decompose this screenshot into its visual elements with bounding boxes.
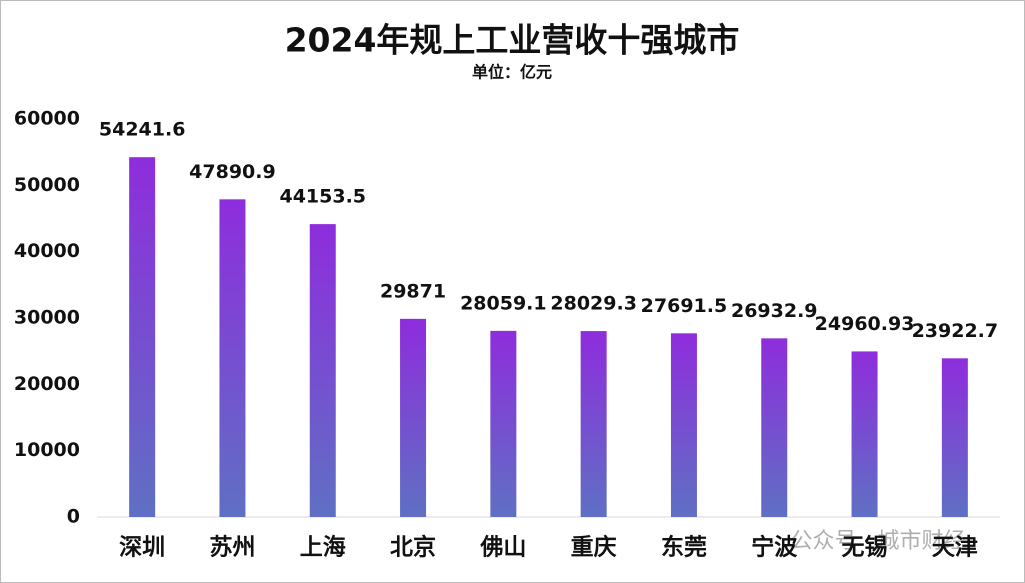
data-label: 28029.3 <box>550 293 637 315</box>
bar <box>851 351 878 517</box>
data-label: 47890.9 <box>189 161 276 183</box>
x-tick-label: 宁波 <box>751 534 798 561</box>
y-tick-label: 40000 <box>14 240 80 262</box>
x-tick-label: 上海 <box>300 534 346 561</box>
y-tick-label: 50000 <box>14 174 80 196</box>
bar <box>761 338 788 517</box>
bar <box>219 199 246 517</box>
data-label: 29871 <box>380 280 446 302</box>
data-label: 27691.5 <box>641 295 728 317</box>
x-tick-label: 重庆 <box>571 534 617 561</box>
y-tick-label: 30000 <box>14 307 80 329</box>
bar <box>129 157 156 517</box>
x-tick-label: 天津 <box>932 534 978 561</box>
x-tick-label: 北京 <box>390 534 436 561</box>
bar <box>490 330 517 517</box>
data-label: 23922.7 <box>912 320 999 342</box>
bar <box>400 318 427 517</box>
x-tick-label: 深圳 <box>119 535 165 561</box>
bar <box>309 224 336 517</box>
data-label: 24960.93 <box>815 313 915 335</box>
x-tick-label: 佛山 <box>479 535 526 561</box>
chart-title: 2024年规上工业营收十强城市 <box>285 21 740 60</box>
watermark: 公众号 · 城市财经 <box>791 529 966 554</box>
data-label: 44153.5 <box>279 186 366 208</box>
data-label: 54241.6 <box>99 119 186 141</box>
y-tick-label: 20000 <box>14 373 80 395</box>
y-tick-label: 0 <box>67 506 80 528</box>
y-tick-label: 10000 <box>14 439 80 461</box>
bar <box>580 331 607 517</box>
x-tick-label: 无锡 <box>842 535 888 561</box>
x-tick-label: 东莞 <box>661 534 707 561</box>
data-label: 28059.1 <box>460 292 547 314</box>
y-tick-label: 60000 <box>14 108 80 130</box>
chart-subtitle: 单位：亿元 <box>472 63 552 82</box>
data-label: 26932.9 <box>731 300 818 322</box>
bar <box>941 358 968 517</box>
x-tick-label: 苏州 <box>209 535 255 561</box>
bar <box>670 333 697 517</box>
